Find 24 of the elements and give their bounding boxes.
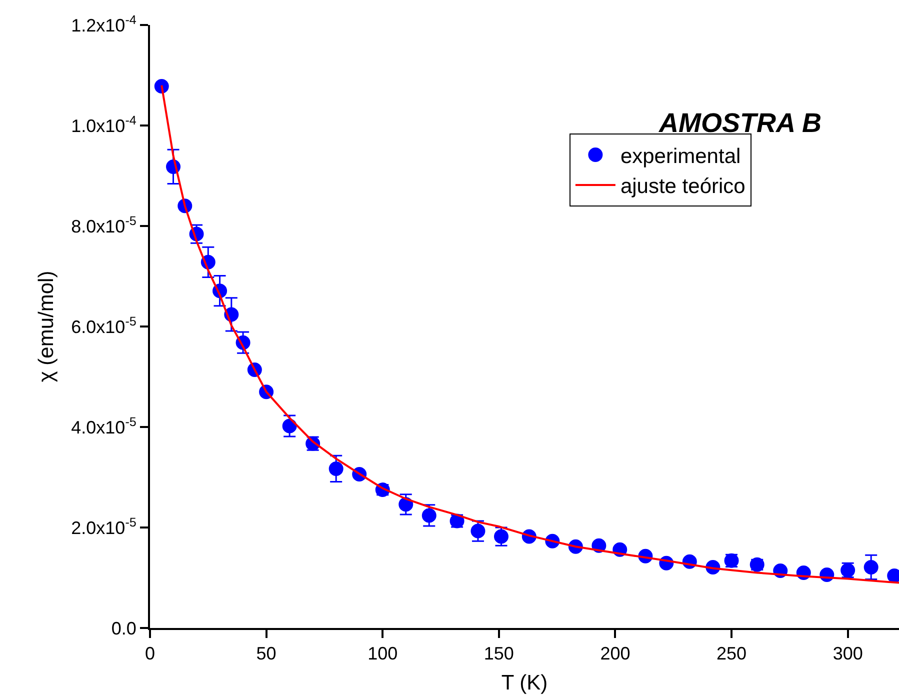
legend-label: experimental — [620, 144, 741, 168]
x-tick-label: 200 — [600, 644, 630, 664]
x-tick-label: 100 — [368, 644, 398, 664]
point — [282, 418, 297, 434]
point — [328, 461, 344, 476]
y-tick-label: 8.0x10$^{-5}$ — [71, 214, 136, 236]
x-tick-label: 300 — [832, 644, 863, 664]
x-tick-label: 50 — [256, 644, 276, 664]
legend-label: ajuste teórico — [620, 175, 746, 198]
y-tick-label: 4.0x10$^{-5}$ — [71, 414, 136, 438]
annotation: AMOSTRA B — [658, 108, 822, 138]
point — [864, 560, 878, 574]
x-tick-label: 150 — [484, 644, 514, 664]
point — [422, 508, 436, 523]
y-axis-title: χ (emu/mol) — [34, 270, 58, 382]
y-tick-label: 2.0x10$^{-5}$ — [71, 515, 136, 538]
y-tick-label: 1.0x10$^{-4}$ — [71, 113, 136, 136]
y-tick-label: 1.2x10$^{-4}$ — [71, 12, 136, 36]
y-tick-label: 6.0x10$^{-5}$ — [71, 314, 136, 337]
x-tick-label: 250 — [716, 644, 747, 664]
x-tick-label: 0 — [144, 644, 156, 664]
y-tick-label: 0.0 — [111, 618, 136, 638]
point — [470, 524, 486, 538]
x-axis-title: T (K) — [501, 671, 548, 694]
